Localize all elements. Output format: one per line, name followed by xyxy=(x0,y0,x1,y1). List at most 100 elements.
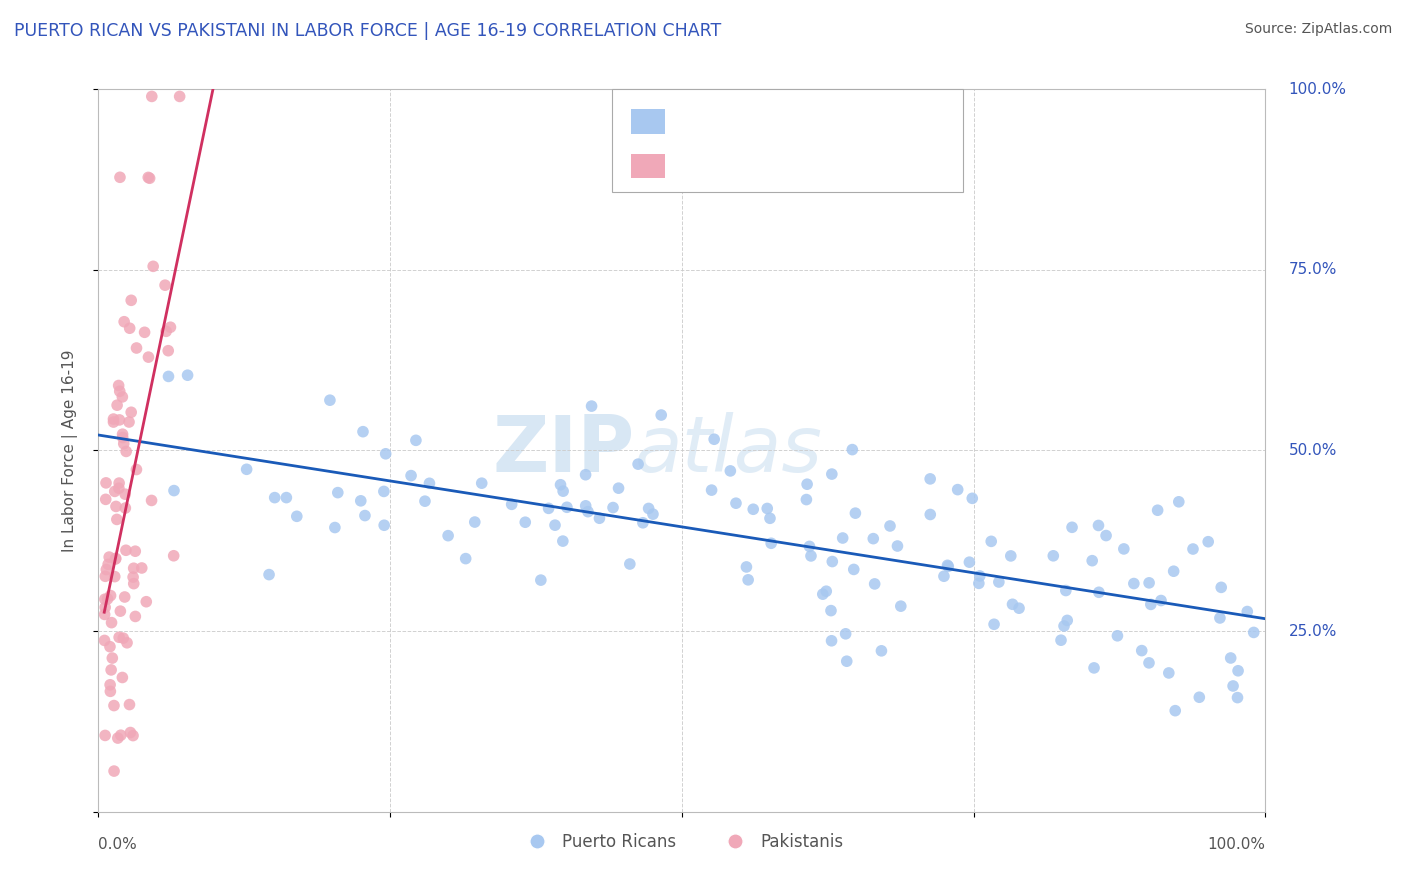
Point xyxy=(835,654,858,668)
Point xyxy=(962,491,984,506)
Point xyxy=(354,508,377,523)
Point xyxy=(1000,549,1022,563)
Point xyxy=(413,494,436,508)
Point xyxy=(1226,690,1249,705)
Point xyxy=(104,551,127,566)
Point xyxy=(94,728,117,742)
Point xyxy=(105,398,128,412)
Point xyxy=(163,483,186,498)
Point xyxy=(285,509,308,524)
Point xyxy=(125,341,148,355)
Point xyxy=(120,405,142,419)
Point xyxy=(1236,605,1258,619)
Point xyxy=(637,501,659,516)
Point xyxy=(834,627,856,641)
Point xyxy=(104,500,127,514)
Point xyxy=(724,496,747,510)
Legend: Puerto Ricans, Pakistanis: Puerto Ricans, Pakistanis xyxy=(515,826,849,857)
Point xyxy=(1081,554,1104,568)
Point xyxy=(581,399,603,413)
Point xyxy=(1053,619,1076,633)
Text: Source: ZipAtlas.com: Source: ZipAtlas.com xyxy=(1244,22,1392,37)
Point xyxy=(987,574,1010,589)
Point xyxy=(811,587,834,601)
Point xyxy=(100,589,122,603)
Point xyxy=(1222,679,1244,693)
Point xyxy=(93,607,115,622)
Point xyxy=(920,472,942,486)
Point xyxy=(1107,629,1129,643)
Text: -0.668: -0.668 xyxy=(714,110,773,128)
Point xyxy=(399,468,422,483)
Point xyxy=(588,511,610,525)
Point xyxy=(796,492,818,507)
Point xyxy=(1219,651,1241,665)
Point xyxy=(1054,583,1077,598)
Point xyxy=(136,170,159,185)
Point xyxy=(112,631,135,645)
Point xyxy=(1146,503,1168,517)
Point xyxy=(176,368,198,383)
Point xyxy=(1243,625,1265,640)
Point xyxy=(115,444,138,458)
Point xyxy=(936,559,959,574)
Point xyxy=(641,507,664,521)
Text: 50.0%: 50.0% xyxy=(1289,443,1337,458)
Text: ZIP: ZIP xyxy=(494,412,636,489)
Point xyxy=(169,89,191,103)
Point xyxy=(437,529,460,543)
Text: N =: N = xyxy=(787,154,824,172)
Point xyxy=(94,492,117,507)
Point xyxy=(131,561,153,575)
Point xyxy=(142,260,165,274)
Point xyxy=(1056,614,1078,628)
Point xyxy=(650,408,672,422)
Point xyxy=(94,600,117,615)
Point xyxy=(120,293,142,308)
Point xyxy=(920,508,942,522)
Text: R =: R = xyxy=(672,110,709,128)
Point xyxy=(276,491,298,505)
Point xyxy=(96,563,118,577)
Point xyxy=(104,484,127,499)
Point xyxy=(1083,661,1105,675)
Point xyxy=(980,534,1002,549)
Point xyxy=(155,324,177,338)
Point xyxy=(157,369,180,384)
Point xyxy=(120,725,142,739)
Point xyxy=(1150,593,1173,607)
Point xyxy=(1122,576,1144,591)
Point xyxy=(1088,585,1111,599)
Point xyxy=(742,502,765,516)
Point xyxy=(373,518,395,533)
Point xyxy=(515,515,537,529)
Point xyxy=(110,728,132,742)
Text: 0.0%: 0.0% xyxy=(98,837,138,852)
Point xyxy=(110,604,132,618)
Point xyxy=(118,321,141,335)
Point xyxy=(115,543,138,558)
Point xyxy=(108,476,131,491)
Point xyxy=(607,481,630,495)
Point xyxy=(530,573,553,587)
Point xyxy=(1163,564,1185,578)
Point xyxy=(969,569,991,583)
Point xyxy=(94,475,117,490)
Point xyxy=(138,171,160,186)
Point xyxy=(841,442,863,457)
Point xyxy=(114,590,136,604)
Point xyxy=(576,505,599,519)
Point xyxy=(107,378,129,392)
Point xyxy=(1112,541,1135,556)
Point xyxy=(135,595,157,609)
Point xyxy=(122,561,145,575)
Text: 82: 82 xyxy=(830,154,859,172)
Point xyxy=(1095,528,1118,542)
Point xyxy=(831,531,853,545)
Point xyxy=(122,729,145,743)
Point xyxy=(373,484,395,499)
Point xyxy=(1130,643,1153,657)
Point xyxy=(737,573,759,587)
Point xyxy=(1227,664,1250,678)
Point xyxy=(111,390,134,404)
